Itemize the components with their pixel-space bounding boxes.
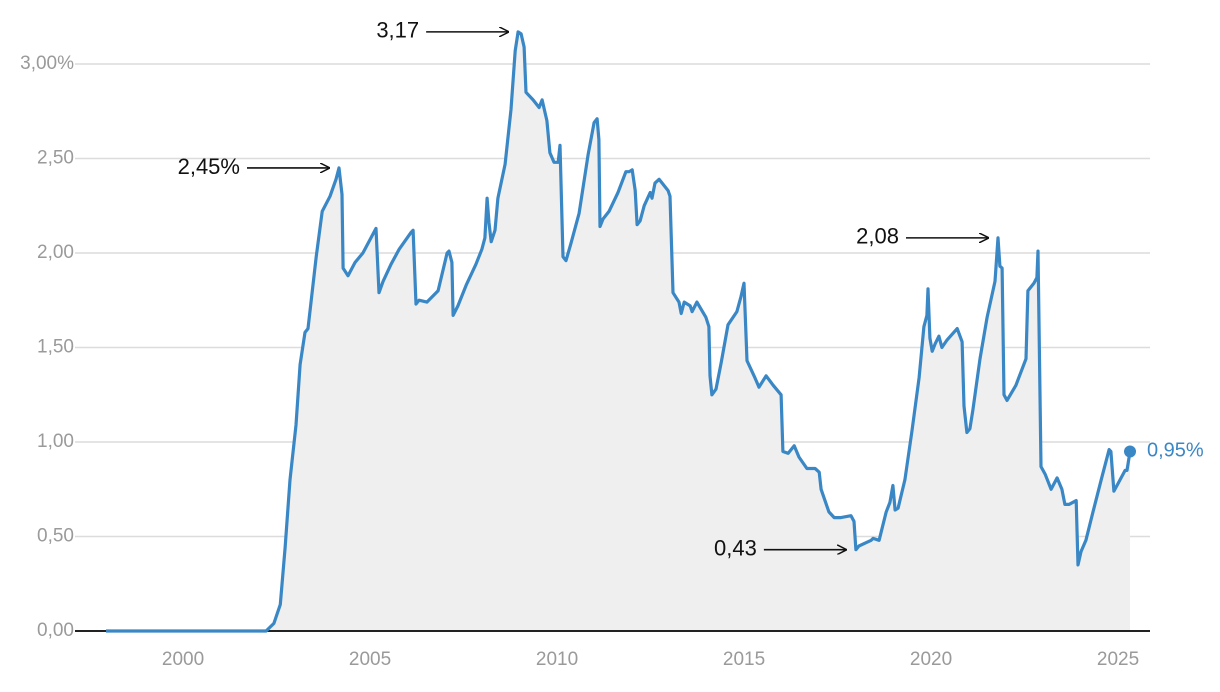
area: [105, 31, 1131, 631]
annotation-label: 0,43: [714, 536, 757, 561]
y-tick-label: 0,00: [37, 620, 74, 641]
line: [106, 30, 1132, 633]
annotation-label: 2,08: [856, 224, 899, 249]
y-tick-label: 2,00: [37, 242, 74, 263]
annotation-label: 2,45%: [178, 154, 240, 179]
x-tick-label: 2015: [723, 649, 765, 670]
end-point: [1124, 445, 1137, 458]
y-tick-label: 1,00: [37, 431, 74, 452]
x-tick-label: 2010: [536, 649, 578, 670]
annotation-label: 3,17: [376, 18, 419, 43]
y-tick-label: 0,50: [37, 526, 74, 547]
y-tick-label: 1,50: [37, 337, 74, 358]
x-tick-label: 2020: [910, 649, 952, 670]
y-tick-label: 2,50: [37, 148, 74, 169]
y-tick-label: 3,00%: [20, 53, 74, 74]
end-label: 0,95%: [1147, 440, 1204, 462]
x-tick-label: 2025: [1097, 649, 1139, 670]
x-tick-label: 2005: [349, 649, 391, 670]
x-tick-label: 2000: [162, 649, 204, 670]
